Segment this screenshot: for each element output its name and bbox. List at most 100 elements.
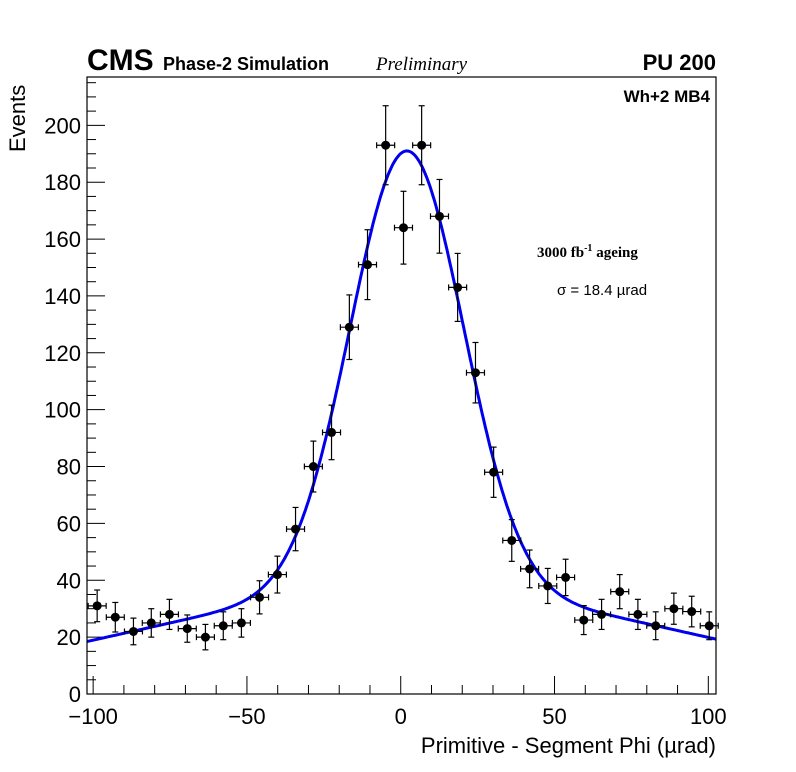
- chamber-label: Wh+2 MB4: [624, 87, 711, 106]
- data-point: [303, 440, 323, 493]
- data-point: [267, 555, 287, 594]
- y-tick-label: 200: [44, 113, 81, 138]
- y-tick-label: 80: [57, 455, 81, 480]
- data-marker: [507, 535, 517, 545]
- data-point: [465, 341, 486, 404]
- data-point: [538, 567, 558, 605]
- data-point: [610, 573, 630, 610]
- data-point: [484, 446, 504, 498]
- data-point: [285, 506, 306, 552]
- data-point: [177, 614, 197, 643]
- data-point: [105, 601, 125, 633]
- data-point: [502, 518, 522, 562]
- x-tick-label: 100: [690, 704, 727, 729]
- data-point: [646, 611, 666, 641]
- y-tick-label: 0: [69, 682, 81, 707]
- data-marker: [489, 467, 499, 477]
- data-marker: [272, 570, 282, 580]
- data-point: [159, 598, 180, 631]
- data-marker: [651, 621, 661, 631]
- cms-label: CMS: [87, 44, 154, 77]
- data-point: [412, 105, 432, 186]
- axes: [87, 82, 709, 695]
- data-marker: [434, 211, 444, 221]
- data-marker: [182, 624, 192, 634]
- data-marker: [291, 524, 301, 534]
- data-marker: [344, 322, 354, 332]
- data-marker: [200, 632, 210, 642]
- x-axis-title: Primitive - Segment Phi (µrad): [421, 733, 716, 758]
- data-point: [664, 592, 684, 625]
- x-tick-label: 50: [542, 704, 566, 729]
- data-marker: [633, 609, 643, 619]
- x-tick-label: −100: [68, 704, 118, 729]
- data-point: [321, 404, 342, 461]
- data-point: [574, 604, 594, 636]
- data-marker: [687, 607, 697, 617]
- data-marker: [525, 564, 535, 574]
- data-point: [393, 190, 414, 265]
- data-marker: [164, 609, 174, 619]
- preliminary-label: Preliminary: [375, 54, 468, 75]
- data-point: [141, 608, 161, 638]
- data-point: [249, 580, 270, 615]
- data-marker: [398, 223, 408, 233]
- y-tick-label: 100: [44, 398, 81, 423]
- y-tick-label: 140: [44, 284, 81, 309]
- data-point: [682, 595, 702, 628]
- phase2-simulation-label: Phase-2 Simulation: [163, 54, 329, 74]
- data-point: [628, 598, 648, 631]
- data-marker: [92, 601, 102, 611]
- pileup-label: PU 200: [643, 50, 716, 75]
- data-point: [376, 105, 396, 186]
- y-axis-title: Events: [5, 85, 30, 152]
- y-tick-label: 60: [57, 511, 81, 536]
- data-marker: [308, 462, 318, 472]
- ageing-main: 3000 fb: [537, 245, 584, 261]
- data-marker: [255, 592, 265, 602]
- data-point: [213, 611, 233, 641]
- plot-frame: [86, 76, 717, 695]
- data-point: [195, 623, 216, 651]
- data-point: [429, 178, 450, 254]
- data-marker: [363, 260, 373, 270]
- data-marker: [597, 609, 607, 619]
- y-tick-label: 160: [44, 227, 81, 252]
- x-tick-label: −50: [228, 704, 265, 729]
- y-tick-label: 20: [57, 625, 81, 650]
- data-point: [231, 608, 252, 638]
- sigma-label: σ = 18.4 µrad: [557, 282, 647, 299]
- data-marker: [381, 140, 391, 150]
- x-tick-label: 0: [395, 704, 407, 729]
- data-marker: [704, 621, 714, 631]
- data-point: [357, 229, 378, 301]
- data-point: [520, 549, 540, 589]
- data-marker: [561, 572, 571, 582]
- data-point: [699, 611, 719, 641]
- data-marker: [417, 140, 427, 150]
- y-tick-labels: 0 20 40 60 80 100 120 140 160 180 200: [44, 113, 81, 707]
- data-marker: [327, 427, 337, 437]
- data-points: [87, 105, 719, 651]
- data-marker: [543, 581, 553, 591]
- y-tick-label: 120: [44, 341, 81, 366]
- data-marker: [128, 626, 138, 636]
- data-point: [339, 294, 359, 361]
- data-point: [591, 598, 612, 631]
- data-marker: [146, 618, 156, 628]
- data-point: [555, 558, 576, 597]
- ageing-tail: ageing: [592, 245, 638, 261]
- data-marker: [110, 612, 120, 622]
- data-point: [448, 252, 468, 323]
- data-marker: [579, 615, 589, 625]
- data-marker: [218, 621, 228, 631]
- data-point: [87, 589, 107, 623]
- data-marker: [453, 282, 463, 292]
- x-tick-labels: −100 −50 0 50 100: [68, 704, 726, 729]
- ageing-label: 3000 fb-1 ageing: [537, 243, 638, 261]
- data-marker: [615, 587, 625, 597]
- y-tick-label: 40: [57, 568, 81, 593]
- ageing-sup: -1: [584, 243, 592, 254]
- data-marker: [470, 368, 480, 378]
